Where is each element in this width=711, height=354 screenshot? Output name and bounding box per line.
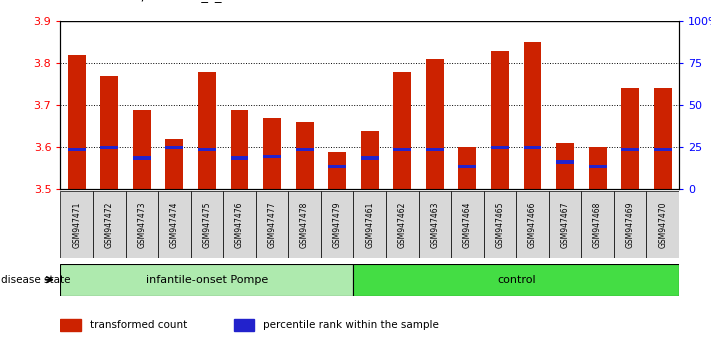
Text: disease state: disease state [1, 275, 70, 285]
Bar [654, 148, 672, 151]
Text: GSM947469: GSM947469 [626, 201, 635, 248]
Bar [198, 72, 216, 189]
Bar [100, 76, 118, 189]
Bar [483, 191, 516, 258]
Bar [459, 165, 476, 168]
Text: GSM947464: GSM947464 [463, 201, 472, 248]
Text: GSM947467: GSM947467 [560, 201, 570, 248]
Bar [296, 148, 314, 151]
Bar [360, 156, 379, 160]
Bar [230, 156, 248, 160]
Text: GSM947479: GSM947479 [333, 201, 342, 248]
Bar [223, 191, 256, 258]
Bar [133, 156, 151, 160]
Text: control: control [497, 275, 535, 285]
Bar [328, 152, 346, 189]
Bar [516, 191, 549, 258]
Bar [523, 42, 542, 189]
Bar [393, 148, 411, 151]
Bar [419, 191, 451, 258]
Bar [60, 264, 353, 296]
Bar [556, 143, 574, 189]
Bar [328, 165, 346, 168]
Bar [614, 191, 646, 258]
Bar [263, 155, 281, 158]
Bar [386, 191, 419, 258]
Bar [100, 145, 118, 149]
Text: infantile-onset Pompe: infantile-onset Pompe [146, 275, 268, 285]
Text: GSM947468: GSM947468 [593, 201, 602, 248]
Text: GSM947466: GSM947466 [528, 201, 537, 248]
Text: GDS4410 / 221133_s_at: GDS4410 / 221133_s_at [75, 0, 235, 2]
Bar [198, 148, 216, 151]
Bar [360, 131, 379, 189]
Bar [491, 51, 509, 189]
Bar [321, 191, 353, 258]
Bar [353, 264, 679, 296]
Text: GSM947472: GSM947472 [105, 201, 114, 248]
Bar [459, 147, 476, 189]
Bar [296, 122, 314, 189]
Bar [556, 160, 574, 164]
Bar [353, 191, 386, 258]
Text: GSM947471: GSM947471 [73, 201, 81, 248]
Bar [166, 145, 183, 149]
Text: GSM947474: GSM947474 [170, 201, 179, 248]
Bar [451, 191, 483, 258]
Bar [256, 191, 289, 258]
Bar [654, 88, 672, 189]
Bar [234, 319, 254, 331]
Bar [621, 88, 639, 189]
Bar [68, 55, 85, 189]
Bar [646, 191, 679, 258]
Bar [582, 191, 614, 258]
Bar [126, 191, 158, 258]
Bar [60, 319, 81, 331]
Bar [289, 191, 321, 258]
Text: GSM947478: GSM947478 [300, 201, 309, 248]
Bar [158, 191, 191, 258]
Bar [621, 148, 639, 151]
Text: percentile rank within the sample: percentile rank within the sample [263, 320, 439, 330]
Bar [491, 145, 509, 149]
Text: GSM947477: GSM947477 [267, 201, 277, 248]
Text: GSM947476: GSM947476 [235, 201, 244, 248]
Bar [426, 148, 444, 151]
Text: GSM947465: GSM947465 [496, 201, 504, 248]
Bar [426, 59, 444, 189]
Bar [68, 148, 85, 151]
Text: GSM947463: GSM947463 [430, 201, 439, 248]
Bar [191, 191, 223, 258]
Bar [523, 145, 542, 149]
Text: GSM947462: GSM947462 [397, 201, 407, 248]
Bar [133, 109, 151, 189]
Bar [166, 139, 183, 189]
Bar [589, 165, 606, 168]
Text: transformed count: transformed count [90, 320, 188, 330]
Bar [93, 191, 126, 258]
Text: GSM947470: GSM947470 [658, 201, 667, 248]
Bar [60, 191, 93, 258]
Bar [230, 109, 248, 189]
Text: GSM947475: GSM947475 [203, 201, 211, 248]
Text: GSM947461: GSM947461 [365, 201, 374, 248]
Text: GSM947473: GSM947473 [137, 201, 146, 248]
Bar [549, 191, 582, 258]
Bar [263, 118, 281, 189]
Bar [393, 72, 411, 189]
Bar [589, 147, 606, 189]
